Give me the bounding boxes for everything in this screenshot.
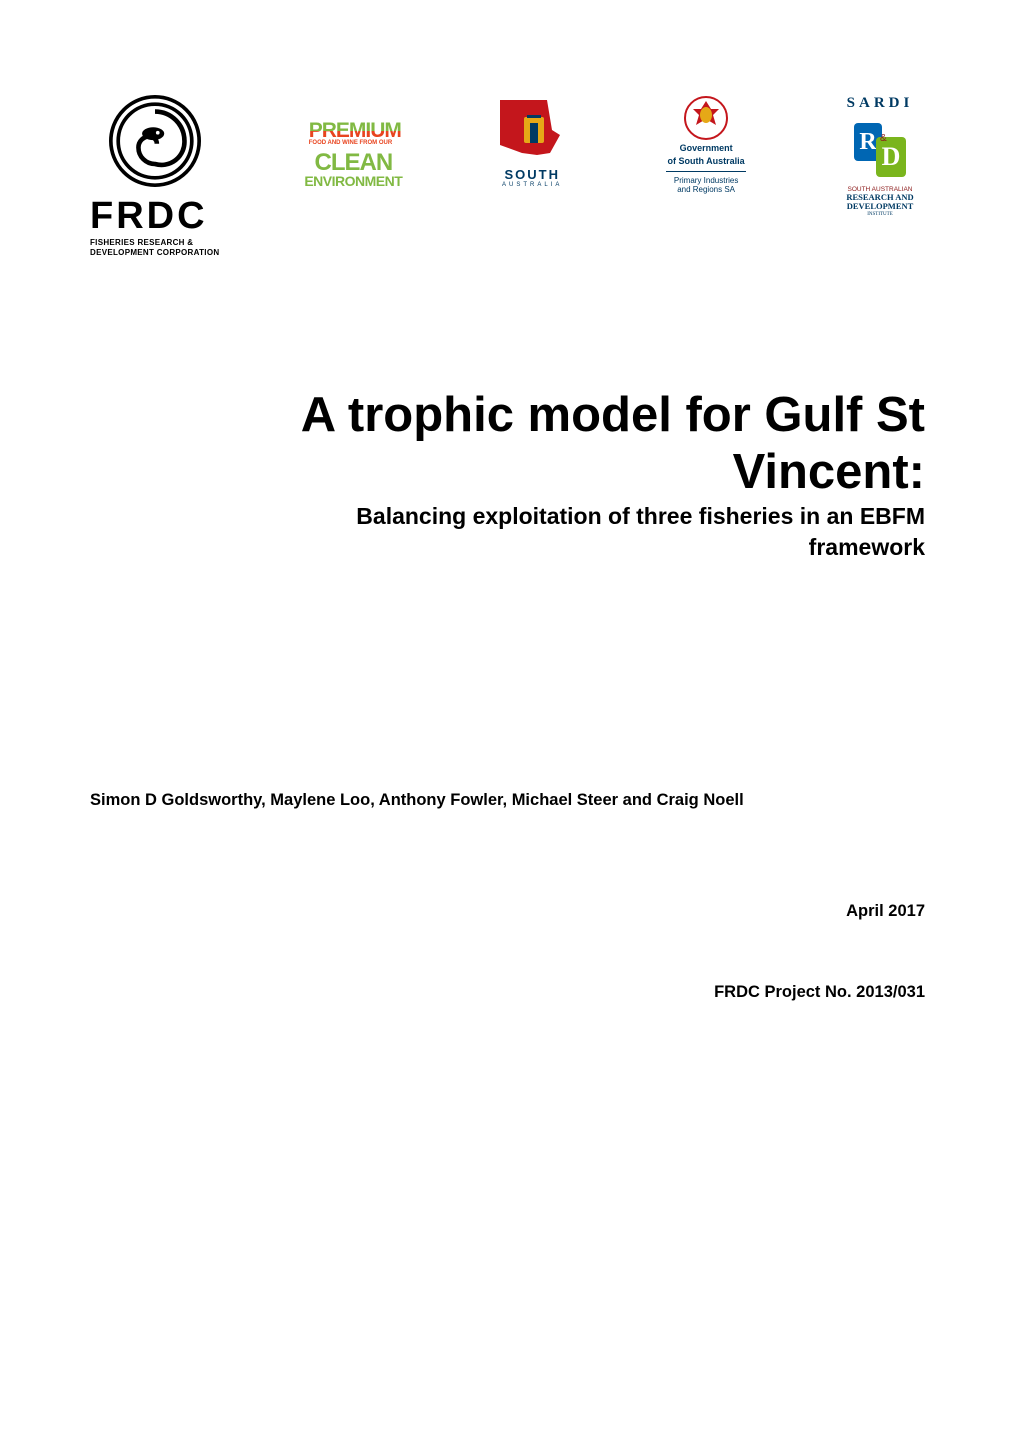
frdc-swirl-icon	[109, 95, 201, 187]
title-block: A trophic model for Gulf St Vincent: Bal…	[90, 387, 925, 561]
sa-shape-icon	[492, 95, 572, 165]
south-australia-logo: SOUTH AUSTRALIA	[487, 95, 577, 188]
sardi-development: DEVELOPMENT	[847, 202, 914, 211]
gov-line1: Government	[680, 144, 733, 154]
subtitle-line2: framework	[90, 533, 925, 562]
subtitle-line1: Balancing exploitation of three fisherie…	[90, 502, 925, 531]
svg-text:R: R	[859, 129, 877, 155]
authors-block: Simon D Goldsworthy, Maylene Loo, Anthon…	[90, 791, 925, 810]
sardi-rd-icon: R D &	[852, 117, 908, 181]
clean-word: CLEAN	[314, 152, 392, 173]
main-title-line1: A trophic model for Gulf St	[90, 387, 925, 443]
premium-top-block: PREMIUM FOOD AND WINE FROM OUR	[306, 116, 401, 152]
environment-word: ENVIRONMENT	[304, 173, 402, 189]
main-title-line2: Vincent:	[90, 444, 925, 500]
sardi-title: SARDI	[847, 95, 914, 112]
meta-block: April 2017 FRDC Project No. 2013/031	[90, 902, 925, 1002]
premium-clean-logo: PREMIUM FOOD AND WINE FROM OUR CLEAN ENV…	[301, 95, 406, 210]
gov-sa-logo: Government of South Australia Primary In…	[659, 95, 754, 195]
gov-divider	[666, 171, 746, 172]
authors-text: Simon D Goldsworthy, Maylene Loo, Anthon…	[90, 791, 925, 810]
svg-text:&: &	[880, 133, 887, 144]
report-date: April 2017	[90, 902, 925, 921]
sardi-logo: SARDI R D & SOUTH AUSTRALIAN RESEARCH AN…	[835, 95, 925, 217]
frdc-subtitle-line2: DEVELOPMENT CORPORATION	[90, 248, 219, 258]
svg-text:D: D	[882, 142, 901, 171]
gov-line2: of South Australia	[668, 157, 745, 167]
project-number: FRDC Project No. 2013/031	[90, 983, 925, 1002]
frdc-text-block: FRDC FISHERIES RESEARCH & DEVELOPMENT CO…	[90, 195, 219, 257]
premium-word: PREMIUM	[309, 122, 401, 140]
frdc-logo: FRDC FISHERIES RESEARCH & DEVELOPMENT CO…	[90, 95, 219, 257]
sardi-institute: INSTITUTE	[867, 212, 893, 217]
premium-small-text: FOOD AND WINE FROM OUR	[309, 140, 401, 146]
gov-dept-line2: and Regions SA	[677, 185, 735, 195]
logo-row: FRDC FISHERIES RESEARCH & DEVELOPMENT CO…	[90, 95, 925, 257]
sa-main-text: SOUTH	[504, 167, 560, 182]
frdc-acronym: FRDC	[90, 195, 219, 238]
frdc-subtitle-line1: FISHERIES RESEARCH &	[90, 238, 219, 248]
gov-crest-icon	[683, 95, 729, 141]
gov-dept-line1: Primary Industries	[674, 176, 738, 186]
sa-sub-text: AUSTRALIA	[502, 182, 562, 188]
